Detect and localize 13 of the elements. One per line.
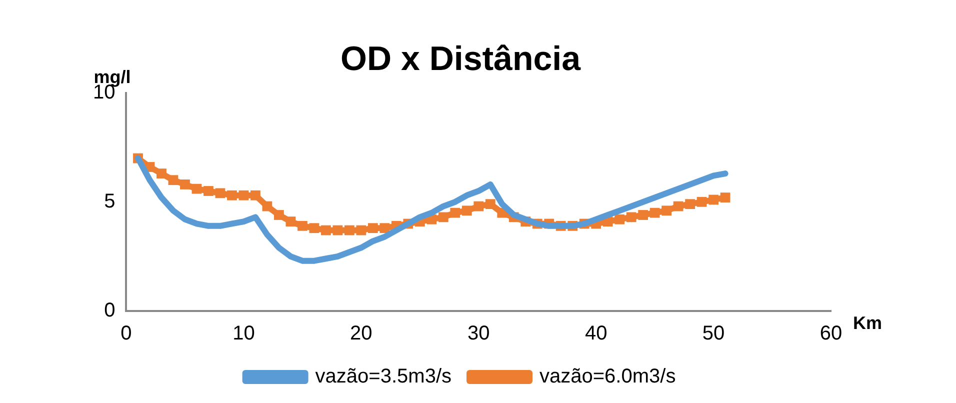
x-tick-label: 60 (820, 322, 842, 345)
y-tick-label: 0 (104, 300, 116, 322)
chart-title: OD x Distância (340, 40, 582, 78)
legend-label: vazão=3.5m3/s (315, 366, 452, 388)
x-tick-label: 10 (232, 322, 255, 345)
y-tick-label: 5 (104, 190, 116, 212)
x-tick-label: 40 (584, 322, 608, 345)
legend-label: vazão=6.0m3/s (540, 366, 676, 388)
x-tick-label: 0 (120, 322, 132, 345)
x-tick-label: 30 (468, 322, 490, 345)
x-axis-title: Km (853, 312, 882, 333)
x-tick-label: 50 (702, 322, 725, 345)
x-tick-label: 20 (350, 322, 372, 345)
